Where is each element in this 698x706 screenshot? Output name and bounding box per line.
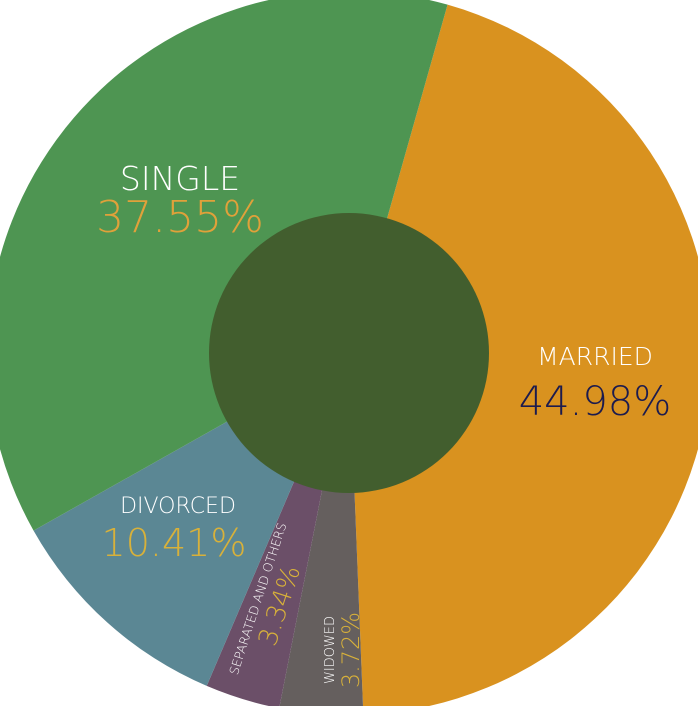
slice-single — [0, 0, 448, 531]
donut-hole — [209, 213, 489, 493]
single-label: SINGLE — [120, 159, 240, 198]
widowed-label: WIDOWED — [323, 616, 338, 684]
divorced-value-label: 10.41% — [102, 521, 247, 565]
slice-married — [349, 4, 698, 706]
married-value-label: 44.98% — [519, 379, 672, 425]
widowed-value-label: 3.72% — [337, 612, 365, 688]
married-label: MARRIED — [537, 342, 653, 371]
single-value-label: 37.55% — [96, 192, 264, 243]
widowed-label-group: WIDOWED 3.72% — [323, 612, 365, 688]
divorced-label: DIVORCED — [120, 494, 236, 519]
